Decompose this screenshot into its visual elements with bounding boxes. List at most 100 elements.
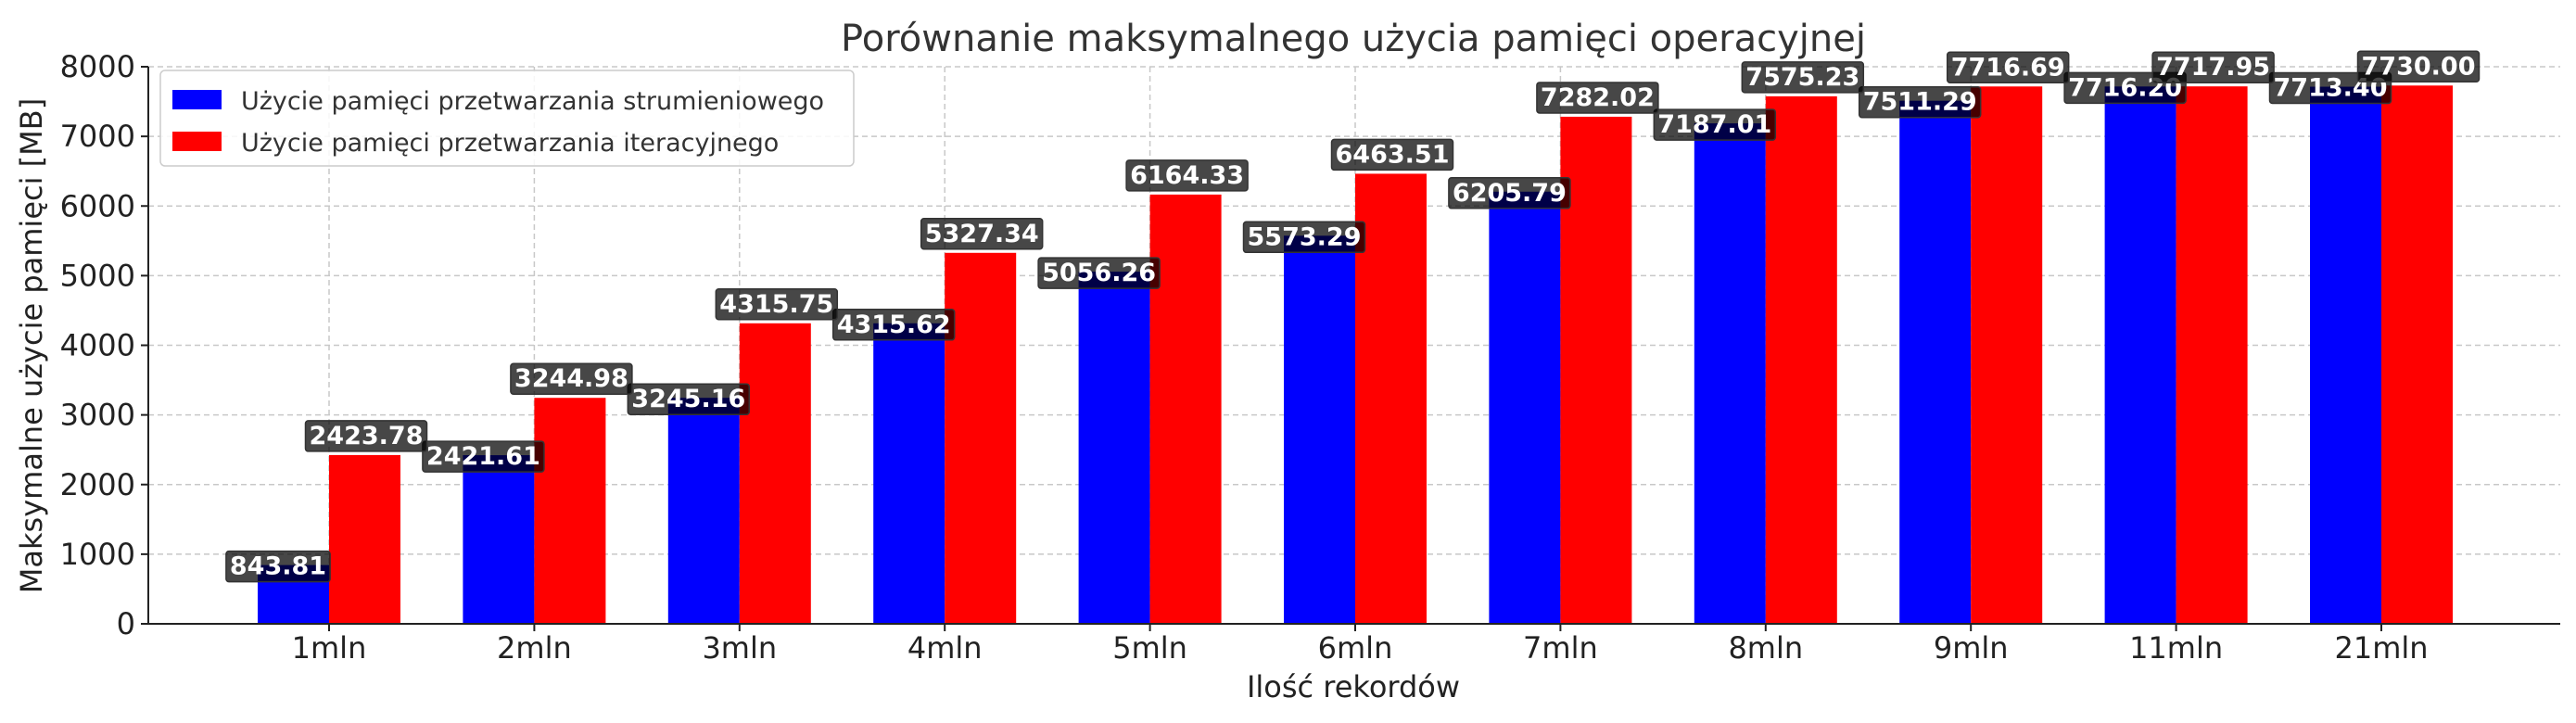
value-label-text: 7716.69: [1951, 53, 2065, 82]
value-label-stream: 2421.61: [422, 440, 545, 473]
y-tick-label: 2000: [60, 467, 135, 502]
y-tick-label: 0: [117, 606, 135, 641]
value-label-box: [831, 309, 956, 341]
value-label-iterative: 7717.95: [2151, 51, 2275, 83]
value-label-iterative: 7282.02: [1536, 82, 1659, 114]
y-tick-label: 7000: [60, 119, 135, 154]
value-label-iterative: 7575.23: [1741, 61, 1865, 94]
bar-stream: [1694, 123, 1766, 624]
value-label-iterative: 2423.78: [304, 420, 428, 452]
bar-stream: [1489, 191, 1561, 624]
x-tick-label: 3mln: [702, 630, 777, 666]
value-label-text: 5573.29: [1248, 222, 1362, 251]
value-label-iterative: 6463.51: [1330, 138, 1454, 171]
legend-label-iterative: Użycie pamięci przetwarzania iteracyjneg…: [241, 129, 779, 158]
x-tick-label: 11mln: [2129, 630, 2223, 666]
value-label-box: [422, 440, 545, 473]
value-label-box: [1125, 159, 1249, 192]
value-label-stream: 3245.16: [627, 383, 751, 415]
x-tick-label: 8mln: [1728, 630, 1803, 666]
bar-iterative: [534, 398, 606, 624]
x-tick-label: 21mln: [2334, 630, 2428, 666]
value-label-stream: 843.81: [225, 550, 331, 583]
value-label-box: [1946, 51, 2070, 84]
bar-stream: [873, 323, 945, 624]
value-label-stream: 7187.01: [1653, 108, 1777, 141]
value-label-box: [1858, 85, 1982, 119]
value-label-text: 7282.02: [1541, 83, 1655, 112]
value-label-stream: 6205.79: [1448, 177, 1571, 209]
y-axis-label: Maksymalne użycie pamięci [MB]: [14, 98, 49, 593]
x-tick-label: 6mln: [1318, 630, 1393, 666]
y-tick-label: 6000: [60, 188, 135, 223]
bar-stream: [667, 398, 740, 624]
bar-iterative: [1560, 116, 1632, 625]
value-label-stream: 5056.26: [1037, 257, 1161, 289]
value-label-text: 5327.34: [925, 220, 1039, 248]
value-label-text: 7187.01: [1657, 110, 1771, 139]
value-label-text: 7730.00: [2362, 52, 2476, 81]
bar-iterative: [1149, 194, 1222, 624]
value-label-box: [304, 420, 428, 452]
value-label-stream: 4315.62: [831, 309, 956, 341]
bar-stream: [463, 455, 535, 624]
value-label-box: [510, 362, 633, 395]
value-label-iterative: 7716.69: [1946, 51, 2070, 84]
value-label-box: [1536, 82, 1659, 114]
bar-iterative: [329, 454, 400, 624]
bar-iterative: [1355, 173, 1427, 624]
value-label-text: 2423.78: [310, 422, 424, 450]
y-tick-label: 4000: [60, 328, 135, 363]
legend-box: [159, 70, 855, 167]
bar-iterative: [945, 252, 1017, 624]
bar-iterative: [2381, 85, 2453, 624]
legend-swatch-iterative: [172, 132, 222, 151]
value-label-box: [1653, 108, 1777, 141]
value-label-text: 7717.95: [2156, 53, 2270, 82]
bar-iterative: [739, 323, 811, 624]
chart-title: Porównanie maksymalnego użycia pamięci o…: [841, 18, 1866, 60]
bars: [258, 85, 2453, 625]
value-label-iterative: 5327.34: [920, 218, 1044, 250]
value-label-box: [1330, 138, 1454, 171]
bar-stream: [1284, 235, 1355, 625]
value-label-iterative: 3244.98: [510, 362, 633, 395]
value-label-iterative: 6164.33: [1125, 159, 1249, 192]
bar-iterative: [1971, 86, 2043, 624]
value-label-box: [627, 383, 751, 415]
value-label-text: 6164.33: [1130, 161, 1244, 190]
value-label-box: [2356, 50, 2481, 83]
legend: Użycie pamięci przetwarzania strumieniow…: [159, 70, 855, 167]
value-label-text: 6463.51: [1336, 140, 1450, 169]
x-tick-label: 5mln: [1112, 630, 1187, 666]
value-label-text: 4315.62: [837, 311, 951, 339]
y-tick-label: 3000: [60, 398, 135, 433]
value-label-stream: 5573.29: [1242, 221, 1366, 254]
x-tick-label: 2mln: [497, 630, 572, 666]
value-label-box: [1242, 221, 1366, 254]
x-tick-label: 1mln: [292, 630, 367, 666]
bar-iterative: [1765, 95, 1837, 625]
value-label-box: [2151, 51, 2275, 83]
legend-swatch-stream: [172, 90, 222, 109]
value-label-text: 7511.29: [1863, 88, 1977, 117]
x-tick-label: 4mln: [907, 630, 983, 666]
bar-stream: [1899, 100, 1972, 624]
value-label-text: 843.81: [230, 552, 326, 581]
value-label-text: 3245.16: [631, 385, 745, 413]
value-label-box: [715, 288, 839, 321]
x-tick-label: 7mln: [1523, 630, 1598, 666]
bar-stream: [2310, 86, 2381, 624]
y-tick-label: 1000: [60, 537, 135, 572]
value-label-text: 4315.75: [719, 290, 833, 319]
value-label-text: 2421.61: [426, 442, 540, 471]
bar-stream: [2104, 86, 2176, 624]
value-label-iterative: 4315.75: [715, 288, 839, 321]
y-tick-label: 8000: [60, 49, 135, 84]
value-label-box: [225, 550, 331, 583]
value-label-box: [1448, 177, 1571, 209]
value-label-box: [920, 218, 1044, 250]
bar-iterative: [2176, 86, 2248, 624]
value-label-text: 7575.23: [1745, 63, 1859, 92]
